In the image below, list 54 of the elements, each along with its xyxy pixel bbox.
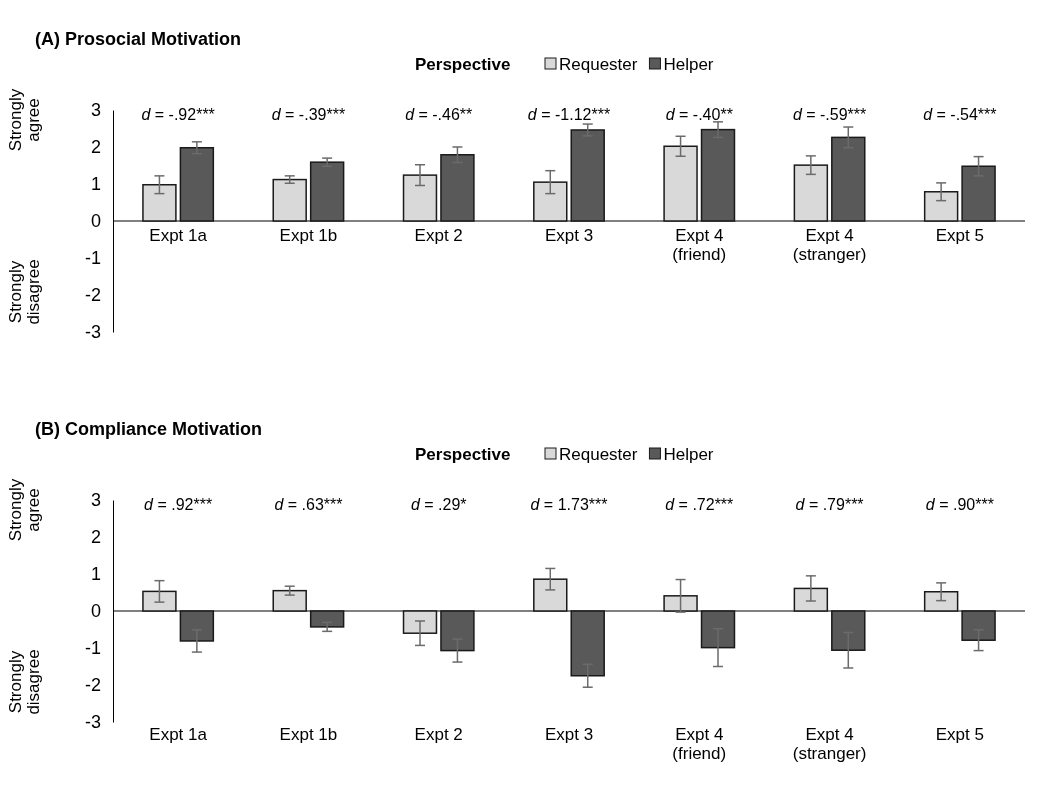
x-tick-label: Expt 3	[544, 725, 594, 744]
text: Strongly agree	[6, 478, 43, 542]
y-tick-label: 2	[90, 137, 101, 158]
y-tick-label: -3	[84, 322, 101, 343]
annotation: d = -.92***	[141, 106, 215, 123]
legend-label: Requester	[559, 445, 638, 464]
annotation: d = -1.12***	[527, 106, 611, 123]
x-tick-label: Expt 4 (friend)	[672, 725, 727, 763]
annotation: d = -.54***	[923, 106, 997, 123]
annotation: d = -.39***	[271, 106, 346, 123]
y-tick-label: -1	[84, 638, 101, 659]
legend-label: Requester	[559, 55, 638, 74]
x-tick-label: Expt 1b	[279, 725, 338, 744]
x-tick-label: Expt 4 (stranger)	[792, 226, 867, 264]
x-tick-label: Expt 2	[414, 725, 463, 744]
annotation: d = .92***	[144, 496, 213, 513]
y-tick-label: -2	[84, 675, 101, 696]
y-tick-label: 1	[90, 564, 101, 585]
y-tick-label: 1	[90, 174, 101, 195]
annotation: d = .90***	[925, 496, 994, 513]
legend-label: Helper	[663, 445, 714, 464]
y-tick-label: 3	[90, 100, 101, 121]
y-tick-label: 0	[90, 211, 101, 232]
text: Strongly disagree	[6, 259, 43, 325]
annotation: d = -.40**	[665, 106, 733, 123]
annotation: d = .72***	[665, 496, 734, 513]
annotation: d = -.59***	[792, 106, 867, 123]
y-tick-label: -1	[84, 248, 101, 269]
y-tick-label: 0	[90, 601, 101, 622]
x-tick-label: Expt 4 (stranger)	[792, 725, 867, 763]
legend-title: Perspective	[415, 445, 511, 464]
text: Strongly agree	[6, 88, 43, 152]
annotation: d = .79***	[795, 496, 864, 513]
y-tick-label: -2	[84, 285, 101, 306]
annotation: d = .29*	[410, 496, 467, 513]
annotation: d = 1.73***	[530, 496, 608, 513]
y-tick-label: 2	[90, 527, 101, 548]
legend-title: Perspective	[415, 55, 511, 74]
chart-title: (A) Prosocial Motivation	[35, 29, 242, 49]
legend-label: Helper	[663, 55, 714, 74]
annotation: d = -.46**	[405, 106, 473, 123]
text: Strongly disagree	[6, 649, 43, 715]
x-tick-label: Expt 1a	[149, 226, 208, 245]
x-tick-label: Expt 2	[414, 226, 463, 245]
chart-title: (B) Compliance Motivation	[35, 419, 263, 439]
annotation: d = .63***	[274, 496, 343, 513]
x-tick-label: Expt 5	[935, 226, 984, 245]
x-tick-label: Expt 4 (friend)	[672, 226, 727, 264]
x-tick-label: Expt 3	[544, 226, 594, 245]
x-tick-label: Expt 1a	[149, 725, 208, 744]
x-tick-label: Expt 5	[935, 725, 984, 744]
y-tick-label: -3	[84, 712, 101, 733]
y-tick-label: 3	[90, 490, 101, 511]
x-tick-label: Expt 1b	[279, 226, 338, 245]
